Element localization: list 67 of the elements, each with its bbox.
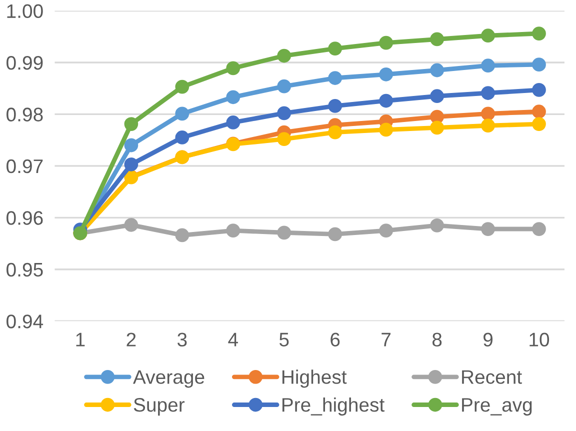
legend-label: Highest: [282, 370, 347, 388]
point: [481, 58, 495, 73]
point: [328, 98, 342, 113]
x-tick-label: 9: [484, 332, 492, 346]
legend-label: Average: [133, 370, 204, 388]
point: [124, 218, 138, 232]
point: [175, 130, 190, 144]
point: [481, 106, 495, 121]
point: [124, 117, 138, 131]
point: [226, 61, 240, 76]
x-tick-label: 1: [76, 332, 85, 346]
x-tick-label: 2: [126, 332, 136, 346]
x-tick-label: 8: [432, 332, 442, 346]
point: [430, 218, 444, 232]
point: [277, 132, 292, 146]
point: [175, 106, 190, 121]
point: [175, 228, 190, 242]
x-tick-label: 5: [279, 332, 289, 346]
point: [481, 118, 495, 133]
x-tick-label: 10: [530, 332, 550, 346]
legend-label: Super: [134, 398, 185, 416]
point: [430, 63, 444, 78]
point: [430, 89, 444, 104]
y-tick-label: 0.96: [6, 211, 43, 225]
point: [430, 32, 444, 46]
y-tick-label: 0.95: [6, 262, 43, 277]
point: [328, 42, 342, 56]
point: [532, 117, 546, 131]
point: [379, 94, 394, 108]
point: [532, 222, 546, 236]
point: [379, 122, 394, 137]
point: [532, 82, 546, 97]
point: [328, 71, 342, 85]
point: [328, 227, 342, 242]
point: [328, 125, 342, 140]
y-tick-label: 0.99: [6, 56, 43, 70]
point: [481, 28, 495, 43]
point: [532, 104, 546, 119]
point: [226, 116, 240, 130]
x-tick-label: 3: [177, 332, 187, 346]
y-tick-label: 1.00: [7, 4, 43, 18]
point: [124, 157, 138, 172]
point: [226, 224, 240, 238]
point: [379, 36, 394, 50]
point: [277, 79, 292, 94]
point: [532, 58, 546, 72]
legend-label: Recent: [462, 370, 522, 384]
point: [430, 120, 444, 135]
point: [124, 138, 138, 152]
y-tick-label: 0.98: [6, 108, 43, 122]
point: [481, 222, 495, 236]
point: [532, 26, 546, 40]
point: [379, 67, 394, 82]
y-tick-label: 0.97: [6, 159, 43, 174]
point: [175, 80, 190, 94]
point: [277, 48, 292, 63]
y-tick-label: 0.94: [6, 314, 44, 328]
x-tick-label: 4: [228, 332, 238, 346]
legend-label: Pre_avg: [462, 398, 532, 416]
legend-label: Pre_highest: [282, 397, 385, 416]
point: [481, 86, 495, 100]
point: [277, 226, 292, 240]
x-tick-label: 6: [330, 332, 340, 346]
point: [379, 224, 394, 238]
x-tick-label: 7: [382, 332, 390, 346]
point: [226, 90, 240, 104]
point: [277, 106, 292, 120]
